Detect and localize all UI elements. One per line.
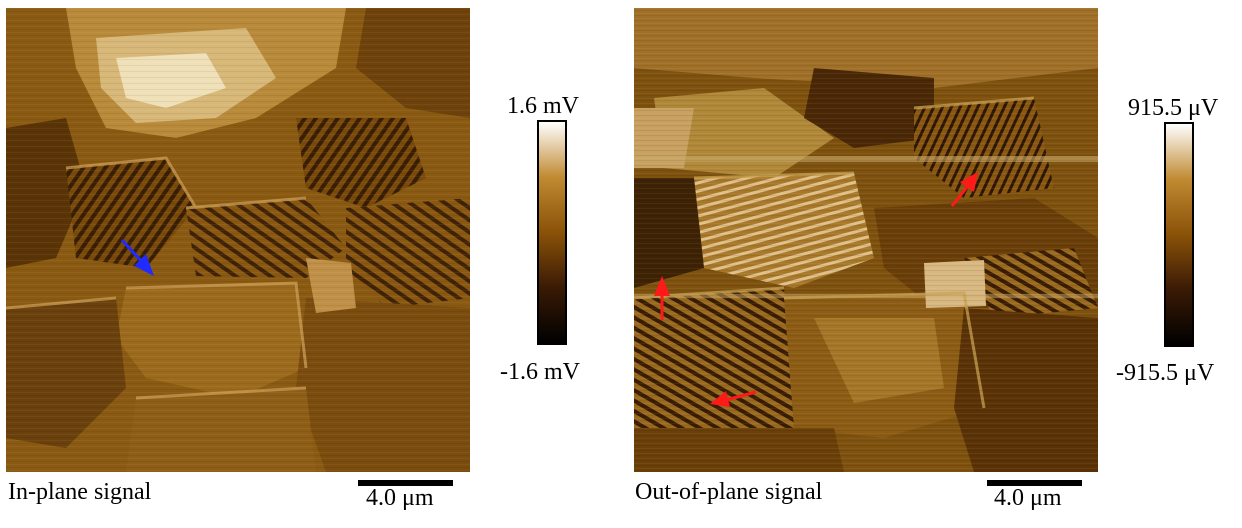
- out-of-plane-image: [634, 8, 1098, 472]
- scale-bar: [987, 480, 1082, 486]
- colorbar-max-label: 915.5 μV: [1128, 95, 1219, 121]
- in-plane-image-svg: [6, 8, 470, 472]
- scale-bar-label: 4.0 μm: [366, 485, 434, 511]
- red-arrow: [950, 172, 978, 207]
- scale-bar: [358, 480, 453, 486]
- panel-caption: Out-of-plane signal: [635, 479, 823, 505]
- colorbar: [1164, 122, 1194, 347]
- out-of-plane-image-svg: [634, 8, 1098, 472]
- colorbar-min-label: -915.5 μV: [1116, 360, 1215, 386]
- colorbar-min-label: -1.6 mV: [500, 359, 580, 385]
- blue-arrow: [120, 238, 154, 276]
- colorbar-max-label: 1.6 mV: [507, 93, 579, 119]
- scale-bar-label: 4.0 μm: [994, 485, 1062, 511]
- panel-caption: In-plane signal: [8, 479, 152, 505]
- in-plane-image: [6, 8, 470, 472]
- red-arrow: [654, 276, 670, 320]
- colorbar: [537, 120, 567, 345]
- red-arrow: [710, 390, 757, 407]
